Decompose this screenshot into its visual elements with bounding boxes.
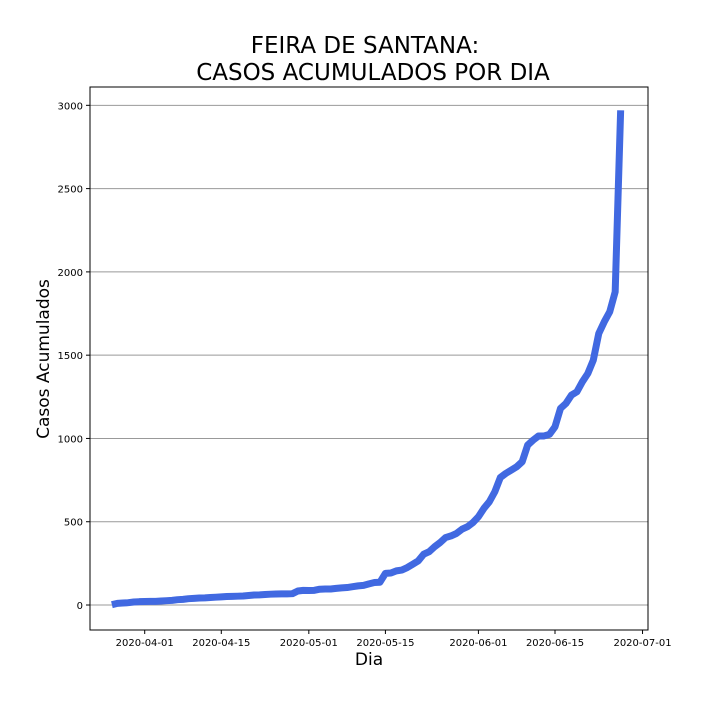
- y-tick-label: 2000: [58, 268, 83, 279]
- x-axis-label: Dia: [355, 650, 383, 670]
- plot-frame: [89, 86, 649, 631]
- x-tick-label: 2020-05-01: [280, 638, 338, 649]
- y-tick-label: 3000: [58, 101, 83, 112]
- x-tick-label: 2020-06-01: [449, 638, 507, 649]
- x-tick-label: 2020-04-01: [116, 638, 174, 649]
- y-tick-label: 1500: [58, 351, 83, 362]
- x-tick-label: 2020-06-15: [526, 638, 584, 649]
- chart-title: FEIRA DE SANTANA:: [251, 33, 479, 59]
- x-tick-label: 2020-07-01: [613, 638, 671, 649]
- x-tick-label: 2020-04-15: [192, 638, 250, 649]
- y-axis-label: Casos Acumulados: [34, 279, 54, 439]
- y-tick-label: 0: [77, 601, 83, 612]
- y-tick-label: 500: [64, 518, 83, 529]
- x-tick-label: 2020-05-15: [356, 638, 414, 649]
- chart-title: CASOS ACUMULADOS POR DIA: [196, 60, 550, 86]
- data-line: [111, 110, 625, 609]
- y-tick-label: 1000: [58, 434, 83, 445]
- y-tick-label: 2500: [58, 185, 83, 196]
